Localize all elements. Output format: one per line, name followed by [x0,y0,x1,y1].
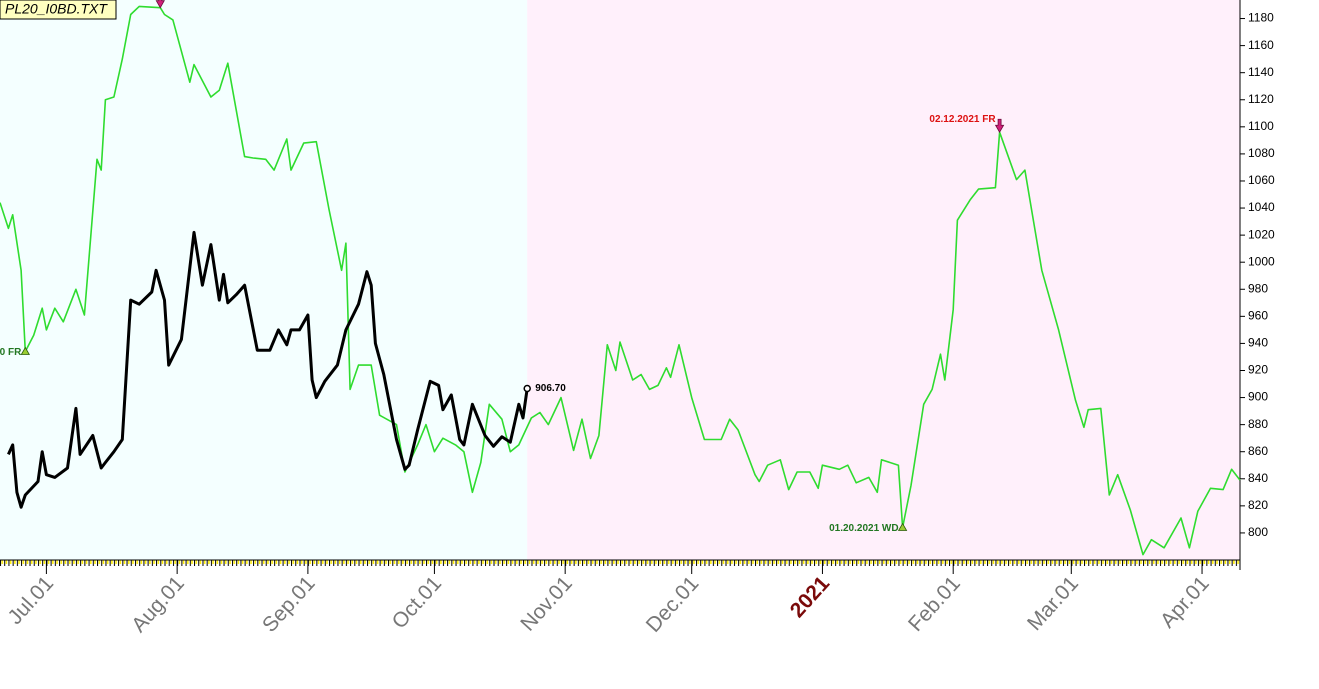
y-tick-label: 1160 [1248,38,1274,52]
annotation: 01.20.2021 WD [829,523,899,534]
y-tick-label: 920 [1248,363,1268,377]
series-line [7,230,529,509]
x-tick-label: Feb.01 [904,572,965,636]
y-tick-label: 860 [1248,444,1268,458]
x-tick-label: Mar.01 [1023,572,1083,635]
y-tick-label: 1100 [1248,119,1274,133]
y-tick-label: 800 [1248,525,1268,539]
x-tick-label: Apr.01 [1156,572,1214,633]
y-tick-label: 1060 [1248,173,1275,187]
peak-marker [994,118,1005,134]
x-tick-label: 2021 [786,572,835,622]
y-tick-label: 1120 [1248,92,1274,106]
peak-marker [155,0,165,9]
history-region [0,0,528,560]
x-tick-label: Dec.01 [642,572,704,637]
y-tick-label: 1040 [1248,200,1275,214]
chart-title: PL20_I0BD.TXT [5,1,108,17]
x-tick-label: Sep.01 [258,572,320,637]
x-tick-label: Jul.01 [4,572,59,629]
y-tick-label: 820 [1248,498,1268,512]
y-tick-label: 1180 [1248,11,1274,25]
minor-ticks [0,560,1240,568]
annotation: 0 FR [0,347,22,358]
x-tick-label: Nov.01 [516,572,577,636]
x-tick-label: Oct.01 [388,572,446,633]
future-region [527,0,1240,560]
y-tick-label: 1000 [1248,254,1275,268]
y-tick-label: 1140 [1248,65,1274,79]
series-line [0,5,1241,556]
annotation: 02.12.2021 FR [929,114,996,125]
y-tick-label: 1020 [1248,227,1275,241]
x-tick-label: Aug.01 [127,572,189,637]
y-tick-label: 1080 [1248,146,1275,160]
annotation: 906.70 [535,383,566,394]
y-tick-label: 880 [1248,417,1268,431]
title-box [0,0,117,20]
y-tick-label: 900 [1248,390,1268,404]
trough-marker [20,346,30,355]
last-point [523,384,531,393]
y-tick-label: 980 [1248,281,1268,295]
background [0,0,1240,560]
y-tick-label: 940 [1248,336,1268,350]
y-tick-label: 840 [1248,471,1268,485]
y-tick-label: 960 [1248,309,1268,323]
trough-marker [897,522,908,531]
